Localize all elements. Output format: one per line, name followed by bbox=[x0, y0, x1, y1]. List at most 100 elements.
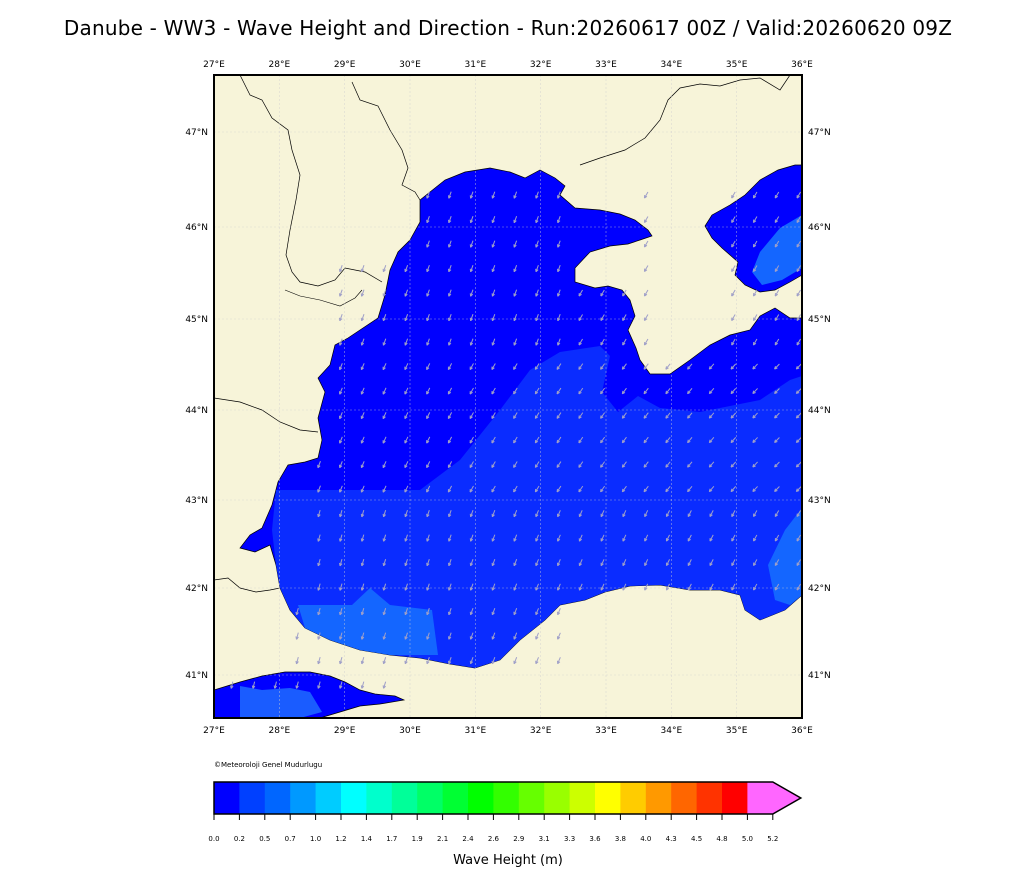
wave-arrow bbox=[534, 363, 540, 370]
colorbar-segment bbox=[722, 782, 748, 814]
wave-arrow bbox=[491, 559, 496, 567]
wave-arrow bbox=[404, 314, 409, 322]
wave-arrow bbox=[621, 436, 627, 444]
lon-label: 33°E bbox=[595, 726, 617, 736]
colorbar-label: 4.0 bbox=[640, 835, 651, 843]
wave-arrow bbox=[339, 314, 343, 322]
wave-arrow bbox=[621, 461, 627, 468]
wave-arrow bbox=[448, 657, 452, 665]
wave-arrow bbox=[774, 437, 780, 443]
wave-arrow bbox=[360, 657, 365, 665]
wave-arrow bbox=[731, 534, 736, 542]
colorbar-label: 1.0 bbox=[310, 835, 321, 843]
wave-arrow bbox=[448, 632, 452, 640]
wave-arrow bbox=[578, 314, 583, 321]
wave-arrow bbox=[360, 608, 365, 616]
wave-arrow bbox=[426, 289, 430, 297]
wave-arrow bbox=[491, 534, 496, 542]
wave-arrow bbox=[622, 289, 627, 297]
wave-arrow bbox=[535, 338, 539, 346]
graticule bbox=[214, 75, 802, 718]
wave-arrow bbox=[796, 583, 801, 591]
wave-arrow bbox=[317, 485, 321, 493]
wave-direction-arrows bbox=[230, 191, 802, 689]
wave-arrow bbox=[382, 657, 387, 665]
wave-arrow bbox=[339, 534, 343, 542]
wave-arrow bbox=[578, 559, 583, 567]
wave-arrow bbox=[796, 314, 801, 321]
wave-arrow bbox=[382, 583, 387, 591]
wave-arrow bbox=[295, 656, 299, 665]
wave-arrow bbox=[752, 461, 758, 468]
colorbar-label: 5.0 bbox=[742, 835, 753, 843]
colorbar-segment-extend bbox=[747, 782, 801, 814]
wave-arrow bbox=[556, 608, 561, 616]
wave-arrow bbox=[535, 191, 539, 199]
wave-arrow bbox=[556, 485, 562, 493]
wave-arrow bbox=[643, 191, 649, 199]
wave-arrow bbox=[469, 387, 474, 395]
wave-arrow bbox=[469, 608, 474, 616]
lat-label: 43°N bbox=[808, 496, 831, 506]
wave-arrow bbox=[708, 486, 715, 493]
coastline-bulgaria bbox=[214, 577, 281, 593]
wave-arrow bbox=[643, 485, 649, 493]
wave-arrow bbox=[339, 607, 343, 616]
wave-arrow bbox=[513, 632, 518, 640]
wave-arrow bbox=[339, 289, 343, 297]
wave-arrow bbox=[447, 412, 453, 420]
lon-label: 34°E bbox=[661, 60, 683, 70]
wave-arrow bbox=[448, 240, 452, 248]
wave-arrow bbox=[622, 583, 627, 591]
wave-arrow bbox=[382, 338, 387, 346]
wave-arrow bbox=[774, 510, 780, 517]
colorbar-label: 2.1 bbox=[437, 835, 448, 843]
wave-arrow bbox=[339, 338, 343, 346]
map-area[interactable] bbox=[214, 75, 802, 718]
wave-arrow bbox=[730, 461, 737, 468]
wave-arrow bbox=[600, 314, 605, 321]
wave-arrow bbox=[491, 216, 496, 224]
wave-arrow bbox=[513, 289, 518, 297]
wave-arrow bbox=[491, 510, 496, 518]
wave-arrow bbox=[404, 363, 409, 371]
colorbar-segment bbox=[671, 782, 698, 814]
wave-arrow bbox=[360, 632, 365, 640]
wave-arrow bbox=[513, 265, 518, 273]
colorbar-segment bbox=[595, 782, 621, 814]
wave-arrow bbox=[513, 338, 518, 346]
wave-arrow bbox=[557, 216, 561, 224]
wave-arrow bbox=[404, 485, 409, 493]
wave-arrow bbox=[426, 608, 430, 616]
wave-arrow bbox=[796, 338, 801, 346]
wave-arrow bbox=[535, 510, 539, 518]
wave-arrow bbox=[578, 583, 583, 591]
colorbar-label: 1.7 bbox=[386, 835, 397, 843]
wave-arrow bbox=[774, 412, 780, 419]
wave-arrow bbox=[447, 436, 453, 444]
colorbar-segment bbox=[341, 782, 367, 814]
wave-arrow bbox=[469, 289, 474, 297]
wave-arrow bbox=[752, 240, 758, 248]
wave-arrow bbox=[709, 559, 714, 567]
colorbar-label: 5.2 bbox=[767, 835, 778, 843]
wave-arrow bbox=[752, 289, 758, 297]
wave-arrow bbox=[513, 363, 518, 370]
colorbar-label: 2.6 bbox=[488, 835, 500, 843]
wave-arrow bbox=[426, 191, 430, 199]
wave-arrow bbox=[360, 436, 365, 444]
wave-arrow bbox=[404, 534, 408, 542]
wave-arrow bbox=[796, 216, 801, 223]
wave-arrow bbox=[774, 486, 780, 492]
wave-arrow bbox=[469, 559, 474, 567]
wave-arrow bbox=[665, 534, 670, 542]
wave-arrow bbox=[687, 363, 693, 370]
coastline-dniester bbox=[351, 81, 421, 201]
lon-label: 30°E bbox=[399, 726, 421, 736]
wave-arrow bbox=[404, 338, 409, 346]
wave-arrow bbox=[404, 412, 409, 420]
wave-arrow bbox=[643, 436, 649, 444]
wave-arrow bbox=[426, 240, 430, 248]
wave-arrow bbox=[753, 583, 758, 591]
colorbar-segment bbox=[569, 782, 596, 814]
